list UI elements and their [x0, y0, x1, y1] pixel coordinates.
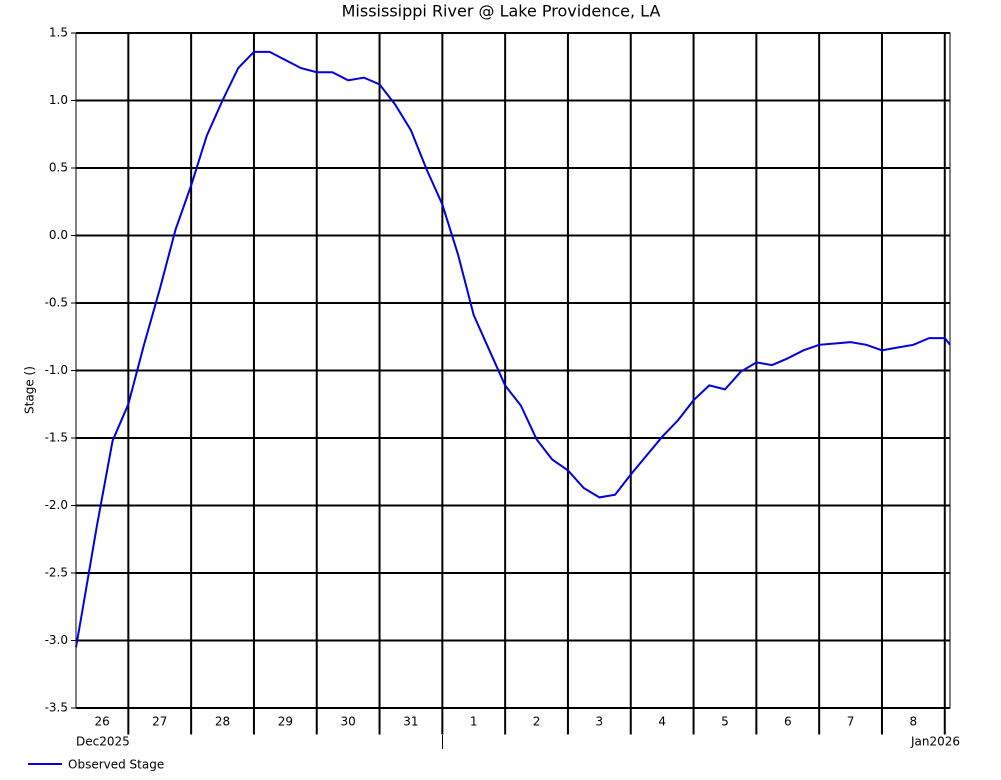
chart-title: Mississippi River @ Lake Providence, LA [342, 2, 661, 21]
x-tick-label: 26 [95, 715, 110, 729]
y-tick-label: 1.5 [49, 26, 68, 40]
plot-frame [75, 32, 951, 709]
x-tick-label: 30 [341, 715, 356, 729]
x-tick-label: 4 [658, 715, 666, 729]
y-tick-label: -3.0 [45, 633, 68, 647]
y-tick-label: -3.5 [45, 701, 68, 715]
y-tick-label: 0.5 [49, 161, 68, 175]
month-label: Jan2026 [910, 735, 960, 749]
y-tick-label: -1.5 [45, 431, 68, 445]
x-tick-label: 2 [533, 715, 541, 729]
x-tick-label: 8 [910, 715, 918, 729]
data-line [75, 50, 951, 648]
x-tick-label: 3 [596, 715, 604, 729]
x-tick-label: 28 [215, 715, 230, 729]
y-tick-label: -1.0 [45, 363, 68, 377]
y-axis-label: Stage () [23, 366, 37, 414]
y-tick-label: 0.0 [49, 228, 68, 242]
x-tick-label: 5 [721, 715, 729, 729]
y-tick-label: 1.0 [49, 93, 68, 107]
y-tick-label: -2.0 [45, 498, 68, 512]
month-label: Dec2025 [76, 735, 130, 749]
x-tick-label: 29 [278, 715, 293, 729]
legend-label: Observed Stage [68, 758, 164, 772]
x-tick-label: 27 [152, 715, 167, 729]
x-tick-label: 31 [403, 715, 418, 729]
x-tick-label: 1 [470, 715, 478, 729]
x-tick-label: 7 [847, 715, 855, 729]
y-tick-label: -0.5 [45, 296, 68, 310]
y-tick-label: -2.5 [45, 566, 68, 580]
x-tick-label: 6 [784, 715, 792, 729]
